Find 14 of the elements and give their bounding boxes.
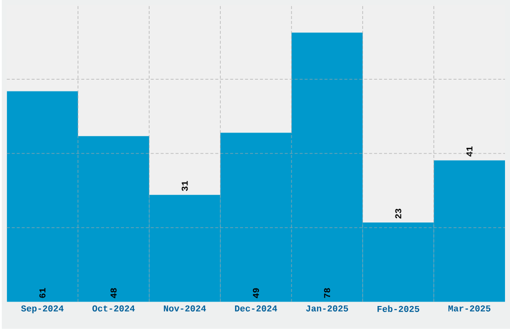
x-tick-label: Jan-2025	[306, 306, 348, 312]
x-tick-label: Oct-2024	[92, 306, 135, 312]
x-tick-label: Feb-2025	[378, 306, 420, 312]
x-tick-label: Nov-2024	[164, 306, 206, 312]
data-label: 31	[182, 181, 188, 192]
data-label: 48	[110, 288, 117, 298]
data-label: 78	[324, 288, 330, 298]
data-label: 41	[466, 146, 472, 157]
x-tick-label: Sep-2024	[21, 306, 64, 314]
data-label: 23	[395, 208, 402, 219]
x-tick-label: Dec-2024	[235, 306, 278, 312]
data-label: 49	[252, 288, 259, 298]
x-tick-label: Mar-2025	[448, 306, 490, 312]
data-label: 61	[39, 288, 46, 298]
